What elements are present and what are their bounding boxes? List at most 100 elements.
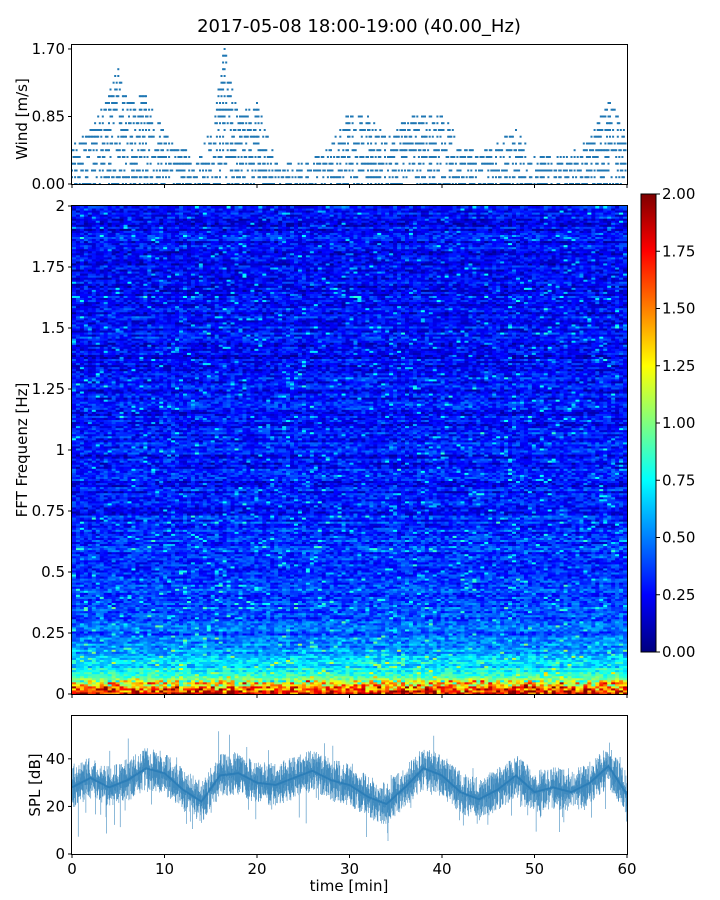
wind-point	[225, 102, 227, 104]
wind-point	[341, 170, 343, 172]
wind-point	[162, 149, 164, 151]
wind-point	[258, 136, 260, 138]
wind-point	[147, 116, 149, 118]
wind-point	[110, 109, 112, 111]
wind-point	[221, 156, 223, 158]
wind-point	[498, 170, 500, 172]
wind-point	[119, 149, 121, 151]
wind-point	[224, 68, 226, 70]
wind-point	[349, 136, 351, 138]
wind-point	[307, 176, 309, 178]
wind-point	[617, 129, 619, 131]
wind-point	[159, 170, 161, 172]
wind-point	[111, 136, 113, 138]
wind-point	[130, 122, 132, 124]
wind-point	[165, 163, 167, 165]
wind-point	[514, 143, 516, 145]
wind-point	[441, 143, 443, 145]
wind-point	[102, 116, 104, 118]
wind-point	[127, 109, 129, 111]
wind-point	[227, 122, 229, 124]
wind-point	[375, 143, 377, 145]
wind-point	[530, 176, 532, 178]
wind-point	[551, 170, 553, 172]
wind-point	[333, 143, 335, 145]
wind-point	[219, 176, 221, 178]
wind-point	[609, 116, 611, 118]
wind-point	[392, 176, 394, 178]
wind-point	[349, 122, 351, 124]
wind-point	[258, 116, 260, 118]
wind-point	[614, 143, 616, 145]
wind-point	[107, 143, 109, 145]
wind-point	[211, 176, 213, 178]
wind-point	[521, 156, 523, 158]
wind-point	[130, 109, 132, 111]
wind-point	[440, 163, 442, 165]
wind-point	[282, 176, 284, 178]
wind-point	[436, 136, 438, 138]
wind-point	[251, 156, 253, 158]
wind-point	[255, 122, 257, 124]
wind-point	[110, 163, 112, 165]
wind-point	[319, 163, 321, 165]
wind-point	[288, 176, 290, 178]
wind-point	[153, 136, 155, 138]
wind-point	[575, 176, 577, 178]
wind-point	[406, 136, 408, 138]
wind-point	[618, 176, 620, 178]
wind-point	[419, 149, 421, 151]
wind-point	[214, 156, 216, 158]
wind-point	[147, 170, 149, 172]
wind-point	[114, 75, 116, 77]
wind-point	[571, 156, 573, 158]
wind-point	[117, 75, 119, 77]
wind-point	[396, 176, 398, 178]
wind-point	[82, 136, 84, 138]
wind-point	[393, 143, 395, 145]
wind-point	[487, 176, 489, 178]
wind-point	[157, 163, 159, 165]
wind-point	[515, 129, 517, 131]
wind-point	[219, 170, 221, 172]
wind-point	[137, 149, 139, 151]
wind-point	[438, 149, 440, 151]
wind-point	[615, 156, 617, 158]
wind-point	[369, 129, 371, 131]
wind-point	[97, 136, 99, 138]
wind-point	[375, 129, 377, 131]
wind-point	[433, 170, 435, 172]
wind-point	[219, 122, 221, 124]
wind-point	[352, 122, 354, 124]
wind-point	[210, 143, 212, 145]
wind-point	[518, 170, 520, 172]
wind-point	[88, 156, 90, 158]
wind-point	[111, 116, 113, 118]
wind-point	[142, 129, 144, 131]
wind-point	[117, 95, 119, 97]
wind-point	[208, 163, 210, 165]
wind-point	[242, 122, 244, 124]
wind-point	[325, 149, 327, 151]
wind-point	[96, 149, 98, 151]
wind-point	[608, 156, 610, 158]
wind-point	[483, 156, 485, 158]
wind-point	[222, 149, 224, 151]
wind-point	[139, 136, 141, 138]
wind-point	[561, 163, 563, 165]
wind-point	[335, 136, 337, 138]
wind-point	[460, 149, 462, 151]
wind-point	[625, 149, 627, 151]
wind-point	[544, 163, 546, 165]
wind-point	[265, 170, 267, 172]
wind-point	[386, 163, 388, 165]
wind-point	[424, 149, 426, 151]
wind-point	[549, 156, 551, 158]
wind-point	[362, 170, 364, 172]
wind-point	[205, 170, 207, 172]
wind-point	[444, 176, 446, 178]
wind-point	[128, 116, 130, 118]
wind-point	[418, 176, 420, 178]
wind-point	[234, 102, 236, 104]
wind-point	[379, 156, 381, 158]
